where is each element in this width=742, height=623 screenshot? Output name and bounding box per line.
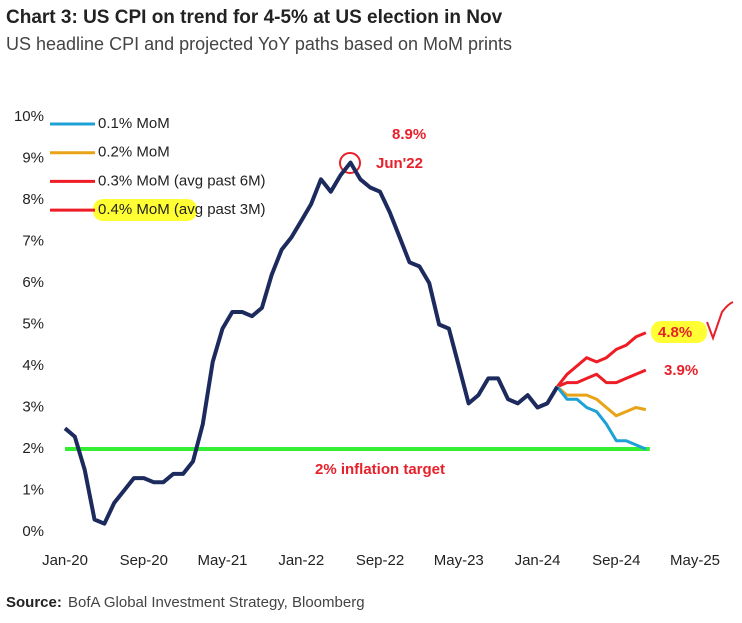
y-tick-label: 7% xyxy=(22,232,44,249)
y-tick-label: 4% xyxy=(22,357,44,374)
y-tick-label: 9% xyxy=(22,149,44,166)
x-tick-label: Sep-22 xyxy=(356,552,404,569)
legend-label: 0.1% MoM xyxy=(98,115,170,132)
series-line xyxy=(63,160,559,526)
y-tick-label: 8% xyxy=(22,191,44,208)
series-line xyxy=(556,385,647,451)
y-tick-label: 3% xyxy=(22,398,44,415)
target-label: 2% inflation target xyxy=(315,461,445,478)
series-line xyxy=(556,331,647,388)
y-tick-label: 0% xyxy=(22,523,44,540)
series-line xyxy=(556,385,647,418)
legend-label: 0.2% MoM xyxy=(98,144,170,161)
annotation: 4.8% xyxy=(658,324,692,341)
chart-title: Chart 3: US CPI on trend for 4-5% at US … xyxy=(6,7,503,28)
source-label: Source: xyxy=(6,594,62,611)
annotation: 3.9% xyxy=(664,362,698,379)
highlight xyxy=(93,199,197,221)
check-mark xyxy=(706,301,734,341)
x-tick-label: May-21 xyxy=(197,552,247,569)
x-tick-label: Jan-20 xyxy=(42,552,88,569)
x-tick-label: Jan-24 xyxy=(515,552,561,569)
highlight xyxy=(651,321,707,343)
x-tick-label: Sep-24 xyxy=(592,552,640,569)
x-tick-label: May-25 xyxy=(670,552,720,569)
y-tick-label: 6% xyxy=(22,274,44,291)
source: BofA Global Investment Strategy, Bloombe… xyxy=(68,594,365,611)
x-tick-label: May-23 xyxy=(434,552,484,569)
annotation: 8.9% xyxy=(392,126,426,143)
y-tick-label: 1% xyxy=(22,481,44,498)
annotation: Jun'22 xyxy=(376,155,423,172)
y-tick-label: 5% xyxy=(22,315,44,332)
legend-label: 0.3% MoM (avg past 6M) xyxy=(98,172,266,189)
x-tick-label: Jan-22 xyxy=(278,552,324,569)
y-tick-label: 10% xyxy=(14,108,44,125)
series-line xyxy=(556,368,647,389)
y-tick-label: 2% xyxy=(22,440,44,457)
legend-label: 0.4% MoM (avg past 3M) xyxy=(98,201,266,218)
chart-subtitle: US headline CPI and projected YoY paths … xyxy=(6,34,512,54)
peak-circle xyxy=(339,152,361,174)
x-tick-label: Sep-20 xyxy=(120,552,168,569)
